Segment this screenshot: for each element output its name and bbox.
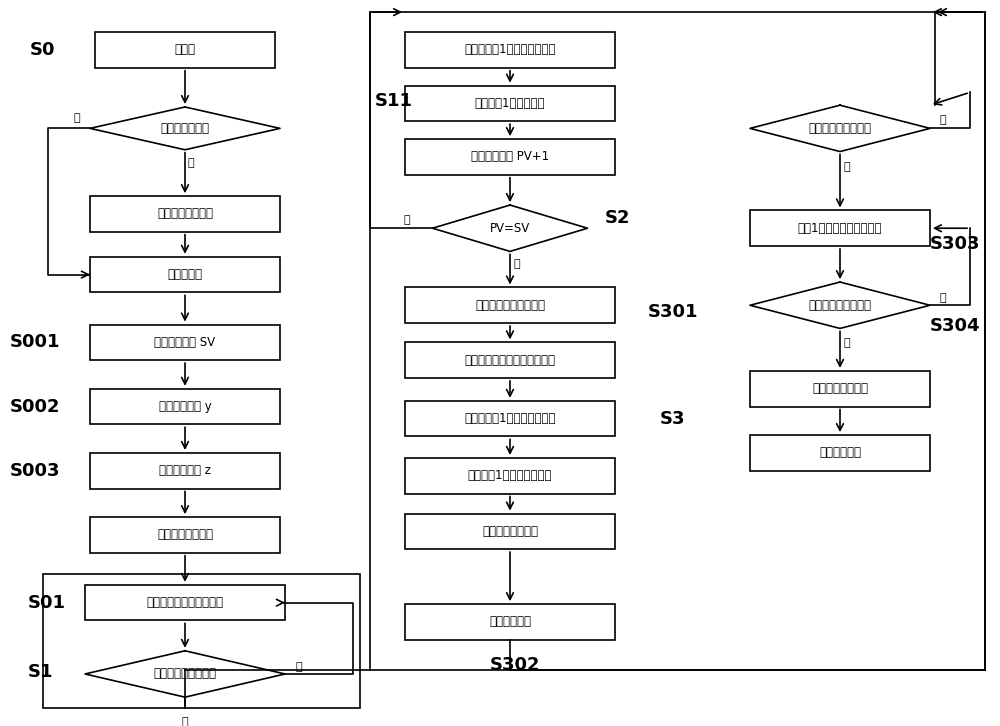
Text: 定位气缸是否开到位: 定位气缸是否开到位 [808, 122, 872, 135]
Text: 电机转动走1次停止距离长度: 电机转动走1次停止距离长度 [464, 412, 556, 425]
Text: 手动操作移除物料: 手动操作移除物料 [157, 208, 213, 221]
Bar [750, 371, 930, 407]
Bar [405, 139, 615, 175]
Text: 平台是否有物料: 平台是否有物料 [160, 122, 210, 135]
Bar [405, 458, 615, 494]
Text: 自动复位允许清洗机送料按钮: 自动复位允许清洗机送料按钮 [464, 354, 556, 367]
Bar [90, 257, 280, 293]
Text: 自动复位手动上料按钮: 自动复位手动上料按钮 [475, 299, 545, 311]
Text: 电机定完1次排片距离: 电机定完1次排片距离 [475, 97, 545, 110]
Text: 是: 是 [843, 162, 850, 172]
Bar [750, 211, 930, 246]
Text: 初始化完成: 初始化完成 [168, 268, 202, 281]
Text: 电机定完1次停止距离长度: 电机定完1次停止距离长度 [468, 469, 552, 482]
Text: S301: S301 [648, 303, 698, 322]
Text: 定位排片完成: 定位排片完成 [819, 446, 861, 460]
Text: S3: S3 [660, 409, 686, 428]
Text: 产品实际数量 PV+1: 产品实际数量 PV+1 [471, 150, 549, 163]
Bar [405, 604, 615, 640]
Text: 设定产品数量 SV: 设定产品数量 SV [154, 336, 216, 348]
Polygon shape [90, 107, 280, 150]
Text: S0: S0 [30, 41, 56, 59]
Text: 延时1秒自动关闭定位气缸: 延时1秒自动关闭定位气缸 [798, 221, 882, 234]
Text: 是: 是 [188, 158, 195, 168]
Bar [90, 453, 280, 489]
Text: 否: 否 [940, 293, 947, 303]
Text: 输出定位完成信号: 输出定位完成信号 [812, 382, 868, 395]
Text: 是: 是 [182, 717, 188, 726]
Text: 打开定位气缸: 打开定位气缸 [489, 616, 531, 629]
Bar [90, 388, 280, 425]
Text: 初始化: 初始化 [175, 44, 196, 57]
Text: S002: S002 [10, 398, 60, 415]
Text: 是: 是 [513, 259, 520, 269]
Text: 设定排片距离 y: 设定排片距离 y [159, 400, 211, 413]
Text: S304: S304 [930, 317, 980, 335]
Bar [405, 401, 615, 436]
Text: S302: S302 [490, 656, 540, 674]
Text: 电机转动走1次排片距离长度: 电机转动走1次排片距离长度 [464, 44, 556, 57]
Text: S003: S003 [10, 462, 60, 480]
Bar [405, 343, 615, 378]
Bar [90, 325, 280, 360]
Polygon shape [85, 650, 285, 697]
Text: S11: S11 [375, 92, 413, 110]
Text: S1: S1 [28, 663, 54, 681]
Text: 否: 否 [295, 662, 302, 672]
Bar [750, 435, 930, 470]
Text: S01: S01 [28, 594, 66, 612]
Text: S001: S001 [10, 333, 60, 351]
Polygon shape [750, 105, 930, 152]
Bar [90, 517, 280, 552]
Text: 定位气缸是否关到位: 定位气缸是否关到位 [808, 299, 872, 311]
Text: 否: 否 [403, 215, 410, 224]
Bar [90, 196, 280, 232]
Text: 手动上料按钮点亮: 手动上料按钮点亮 [157, 529, 213, 542]
Text: 是: 是 [843, 338, 850, 348]
Text: S303: S303 [930, 235, 980, 253]
Text: S2: S2 [605, 209, 631, 227]
Text: 设定停止距离 z: 设定停止距离 z [159, 464, 211, 477]
Text: 否: 否 [940, 115, 947, 125]
Text: 否: 否 [73, 113, 80, 123]
Polygon shape [750, 282, 930, 328]
Bar [405, 513, 615, 549]
Bar [43, 574, 360, 708]
Text: PV=SV: PV=SV [490, 221, 530, 234]
Text: 感应光电是否有信号: 感应光电是否有信号 [154, 667, 216, 680]
Bar [405, 32, 615, 68]
Bar [95, 32, 275, 68]
Bar [85, 585, 285, 621]
Bar [405, 86, 615, 121]
Bar [370, 12, 985, 670]
Polygon shape [432, 205, 588, 251]
Bar [405, 287, 615, 323]
Text: 输出排片完成信号: 输出排片完成信号 [482, 525, 538, 538]
Text: 允许清洗机送料按钮点亮: 允许清洗机送料按钮点亮 [146, 596, 224, 609]
